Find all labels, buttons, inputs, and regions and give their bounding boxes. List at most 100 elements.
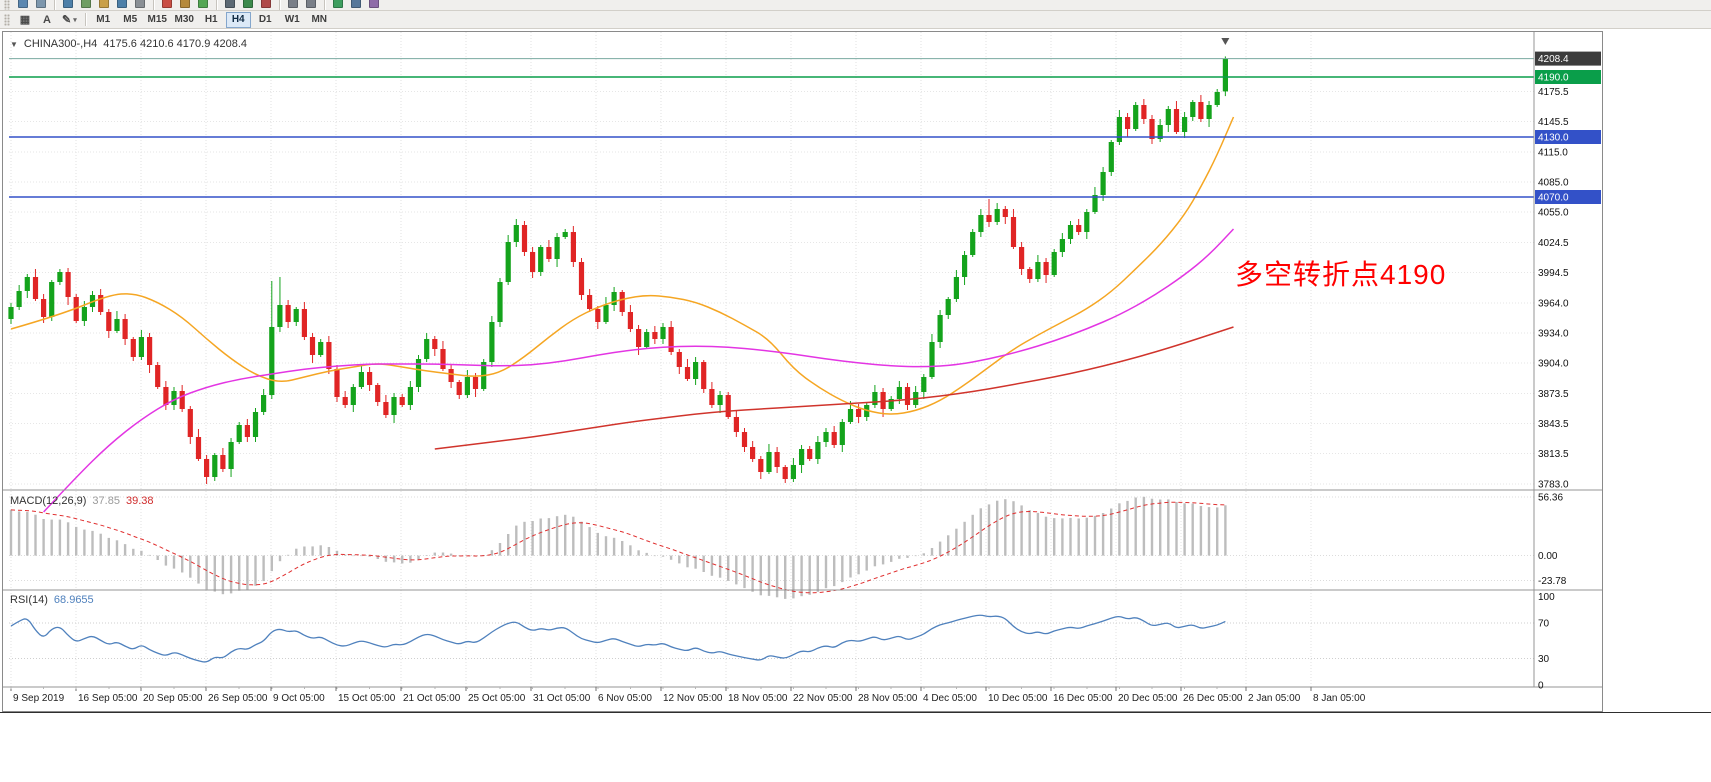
strategy-tester-icon [135, 0, 145, 8]
autotrading-icon[interactable] [194, 0, 212, 10]
time-axis[interactable]: 9 Sep 2019 16 Sep 05:00 20 Sep 05:00 26 Sep… [10, 687, 1366, 704]
timeframe-m30[interactable]: M30 [174, 14, 194, 25]
svg-text:3783.0: 3783.0 [1538, 480, 1569, 491]
terminal-icon[interactable] [113, 0, 131, 10]
svg-text:100: 100 [1538, 592, 1555, 603]
svg-text:4115.0: 4115.0 [1538, 148, 1568, 159]
zoom-out-icon[interactable] [302, 0, 320, 10]
toolbar-timeframes: ▦ A ✎ ▾ M1 M5 M15 M30 H1 H4 D1 W1 MN [0, 11, 1711, 29]
toolbar-separator [279, 0, 280, 10]
svg-text:15 Oct 05:00: 15 Oct 05:00 [338, 693, 396, 704]
pane-separators[interactable] [3, 32, 1602, 688]
rsi-line [10, 614, 1226, 663]
svg-text:26 Dec 05:00: 26 Dec 05:00 [1183, 693, 1243, 704]
dropdown-caret-icon: ▾ [73, 16, 77, 24]
select-tool[interactable]: ▦ [14, 12, 36, 28]
autotrading-icon [198, 0, 208, 8]
market-watch-icon[interactable] [59, 0, 77, 10]
collapse-chart-icon[interactable]: ▼ [10, 40, 18, 49]
svg-text:4055.0: 4055.0 [1538, 208, 1569, 219]
svg-text:18 Nov 05:00: 18 Nov 05:00 [728, 693, 788, 704]
chart-line-icon [261, 0, 271, 8]
macd-signal-line [10, 501, 1226, 594]
indicators-icon[interactable] [329, 0, 347, 10]
rsi-axis[interactable]: 100 70 30 0 [1538, 592, 1555, 692]
metaeditor-icon[interactable] [176, 0, 194, 10]
hline-badge-4070.0[interactable]: 4070.0 [1535, 190, 1601, 204]
svg-text:16 Dec 05:00: 16 Dec 05:00 [1053, 693, 1113, 704]
terminal-icon [117, 0, 127, 8]
current-price-badge[interactable]: 4208.4 [1535, 51, 1601, 66]
macd-histogram [9, 496, 1227, 599]
svg-text:4085.0: 4085.0 [1538, 178, 1569, 189]
price-axis[interactable]: 4175.5 4145.5 4115.0 4085.0 4055.0 4024.5 3994… [1538, 87, 1569, 491]
svg-text:4 Dec 05:00: 4 Dec 05:00 [923, 693, 977, 704]
svg-text:4190.0: 4190.0 [1538, 73, 1569, 84]
svg-text:20 Dec 05:00: 20 Dec 05:00 [1118, 693, 1178, 704]
periods-icon [351, 0, 361, 8]
templates-icon [369, 0, 379, 8]
chart-canvas[interactable]: 4175.5 4145.5 4115.0 4085.0 4055.0 4024.5 3994… [3, 32, 1602, 711]
text-label-tool-icon: A [43, 13, 51, 26]
chart-profiles-icon[interactable] [32, 0, 50, 10]
timeframe-h1[interactable]: H1 [204, 14, 218, 25]
svg-text:10 Dec 05:00: 10 Dec 05:00 [988, 693, 1048, 704]
window-bottom-edge [0, 712, 1711, 713]
new-order-icon[interactable] [158, 0, 176, 10]
draw-tools[interactable]: ✎ ▾ [58, 12, 81, 28]
svg-text:8 Jan 05:00: 8 Jan 05:00 [1313, 693, 1366, 704]
svg-text:4145.5: 4145.5 [1538, 117, 1569, 128]
periods-icon[interactable] [347, 0, 365, 10]
candles-layer[interactable] [8, 56, 1228, 484]
svg-text:22 Nov 05:00: 22 Nov 05:00 [793, 693, 853, 704]
chart-candles-icon[interactable] [239, 0, 257, 10]
toolbar-grip[interactable] [4, 0, 10, 10]
chart-shift-marker-icon [1221, 38, 1230, 45]
toolbar-grip[interactable] [4, 13, 10, 26]
ma-mid-line [43, 228, 1235, 513]
svg-text:0: 0 [1538, 681, 1544, 692]
templates-icon[interactable] [365, 0, 383, 10]
indicators-icon [333, 0, 343, 8]
data-window-icon[interactable] [77, 0, 95, 10]
data-window-icon [81, 0, 91, 8]
ma-fast-line [10, 116, 1235, 415]
new-chart-icon[interactable] [14, 0, 32, 10]
zoom-out-icon [306, 0, 316, 8]
hline-badge-4190.0[interactable]: 4190.0 [1535, 70, 1601, 84]
svg-text:3964.0: 3964.0 [1538, 299, 1569, 310]
select-tool-icon: ▦ [19, 14, 31, 26]
metaeditor-icon [180, 0, 190, 8]
timeframe-d1[interactable]: D1 [258, 14, 272, 25]
macd-axis[interactable]: 56.36 0.00 -23.78 [1538, 492, 1567, 587]
svg-text:16 Sep 05:00: 16 Sep 05:00 [78, 693, 138, 704]
svg-text:31 Oct 05:00: 31 Oct 05:00 [533, 693, 591, 704]
chart-candles-icon [243, 0, 253, 8]
timeframe-h4[interactable]: H4 [225, 11, 251, 28]
svg-text:6 Nov 05:00: 6 Nov 05:00 [598, 693, 652, 704]
market-watch-icon [63, 0, 73, 8]
chart-bars-icon[interactable] [221, 0, 239, 10]
svg-text:26 Sep 05:00: 26 Sep 05:00 [208, 693, 268, 704]
text-label-tool[interactable]: A [36, 12, 58, 28]
chart-profiles-icon [36, 0, 46, 8]
timeframe-m1[interactable]: M1 [96, 14, 111, 25]
hline-badge-4130.0[interactable]: 4130.0 [1535, 130, 1601, 144]
chart-line-icon[interactable] [257, 0, 275, 10]
timeframe-w1[interactable]: W1 [284, 14, 300, 25]
draw-tools-icon: ✎ [62, 14, 72, 26]
zoom-in-icon [288, 0, 298, 8]
timeframe-mn[interactable]: MN [311, 14, 328, 25]
timeframe-m15[interactable]: M15 [147, 14, 167, 25]
zoom-in-icon[interactable] [284, 0, 302, 10]
strategy-tester-icon[interactable] [131, 0, 149, 10]
toolbar-separator [216, 0, 217, 10]
svg-text:3994.5: 3994.5 [1538, 268, 1569, 279]
svg-text:4070.0: 4070.0 [1538, 193, 1569, 204]
svg-text:70: 70 [1538, 619, 1550, 630]
toolbar-separator [54, 0, 55, 10]
svg-text:3934.0: 3934.0 [1538, 329, 1569, 340]
timeframe-m5[interactable]: M5 [123, 14, 138, 25]
svg-text:4130.0: 4130.0 [1538, 133, 1569, 144]
navigator-icon[interactable] [95, 0, 113, 10]
